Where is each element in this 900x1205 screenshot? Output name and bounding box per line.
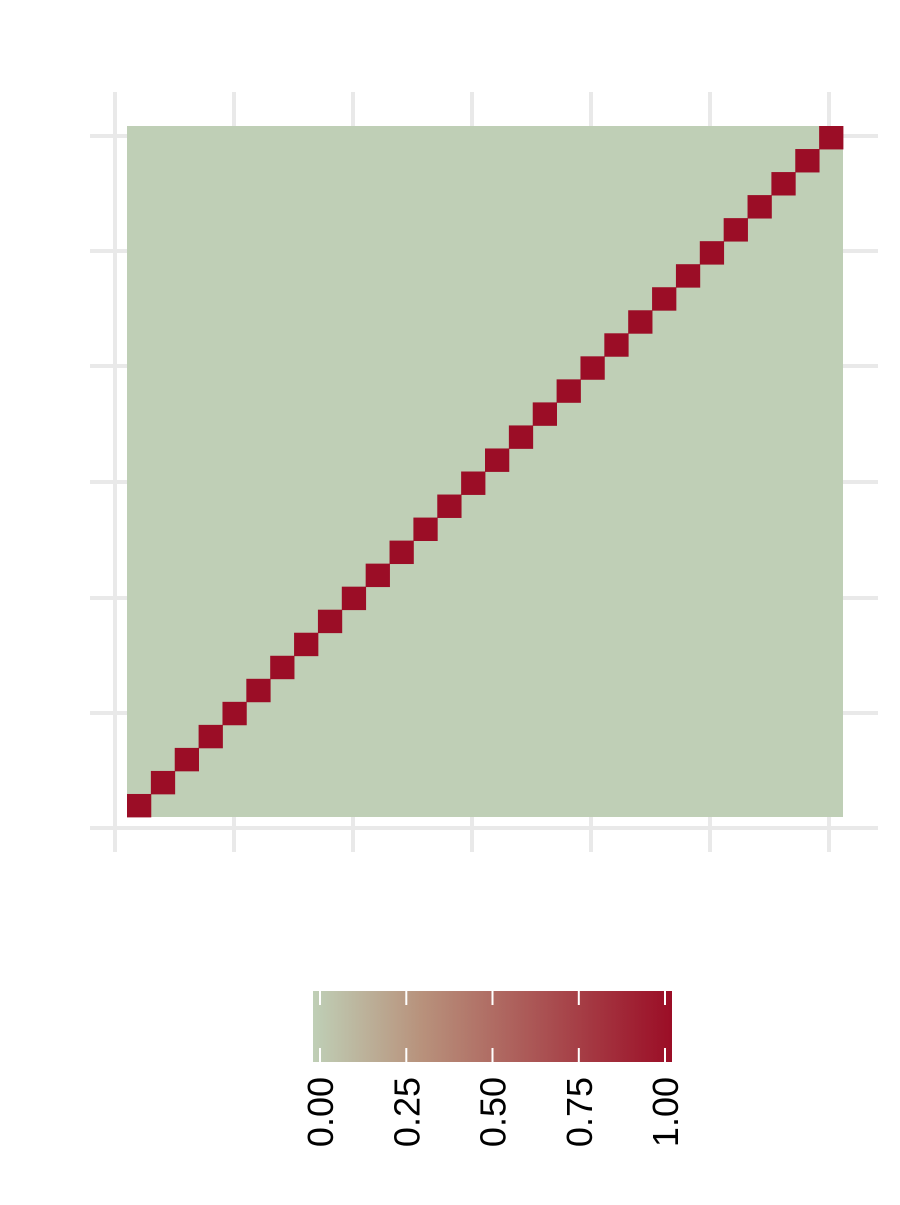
colorbar-tick-label: 0.00 [300, 1077, 341, 1147]
heatmap-cell-diagonal [198, 724, 223, 749]
heatmap-cell-diagonal [604, 333, 629, 357]
heatmap-cell-diagonal [389, 540, 414, 565]
heatmap-cell-diagonal [819, 126, 844, 150]
heatmap-cell-diagonal [723, 218, 748, 242]
heatmap-cell-diagonal [508, 425, 534, 449]
heatmap-cell-diagonal [413, 517, 438, 541]
heatmap-cell-diagonal [127, 793, 152, 818]
heatmap-cell-diagonal [317, 609, 343, 634]
heatmap-cell-diagonal [628, 310, 653, 334]
heatmap-cell-diagonal [556, 379, 581, 403]
colorbar-tick-label: 1.00 [645, 1077, 686, 1147]
colorbar-tick-label: 0.25 [386, 1077, 427, 1147]
heatmap-cell-diagonal [365, 563, 390, 588]
heatmap-cell-diagonal [461, 471, 486, 495]
heatmap-cell-diagonal [795, 149, 820, 173]
heatmap-cell-diagonal [246, 678, 271, 703]
heatmap-cell-diagonal [580, 356, 605, 380]
colorbar-tick-label: 0.75 [559, 1077, 600, 1147]
heatmap-cells [127, 126, 844, 818]
heatmap-cell-diagonal [532, 402, 557, 426]
heatmap-cell-diagonal [270, 655, 295, 680]
heatmap-cell-diagonal [222, 701, 247, 726]
heatmap-cell-diagonal [341, 586, 367, 611]
colorbar-tick-label: 0.50 [473, 1077, 514, 1147]
heatmap-cell-diagonal [485, 448, 510, 472]
colorbar: 0.00 0.25 0.50 0.75 1.00 [300, 991, 686, 1147]
heatmap-cell-diagonal [294, 632, 319, 657]
heatmap-cell-diagonal [771, 172, 796, 196]
heatmap-cell-diagonal [747, 195, 772, 219]
heatmap-cell-diagonal [437, 494, 462, 518]
heatmap-cell-diagonal [652, 287, 677, 311]
heatmap-cell-diagonal [699, 241, 725, 265]
heatmap-cell-diagonal [675, 264, 701, 288]
heatmap-cell-diagonal [174, 747, 199, 772]
heatmap-cell-diagonal [150, 770, 176, 795]
